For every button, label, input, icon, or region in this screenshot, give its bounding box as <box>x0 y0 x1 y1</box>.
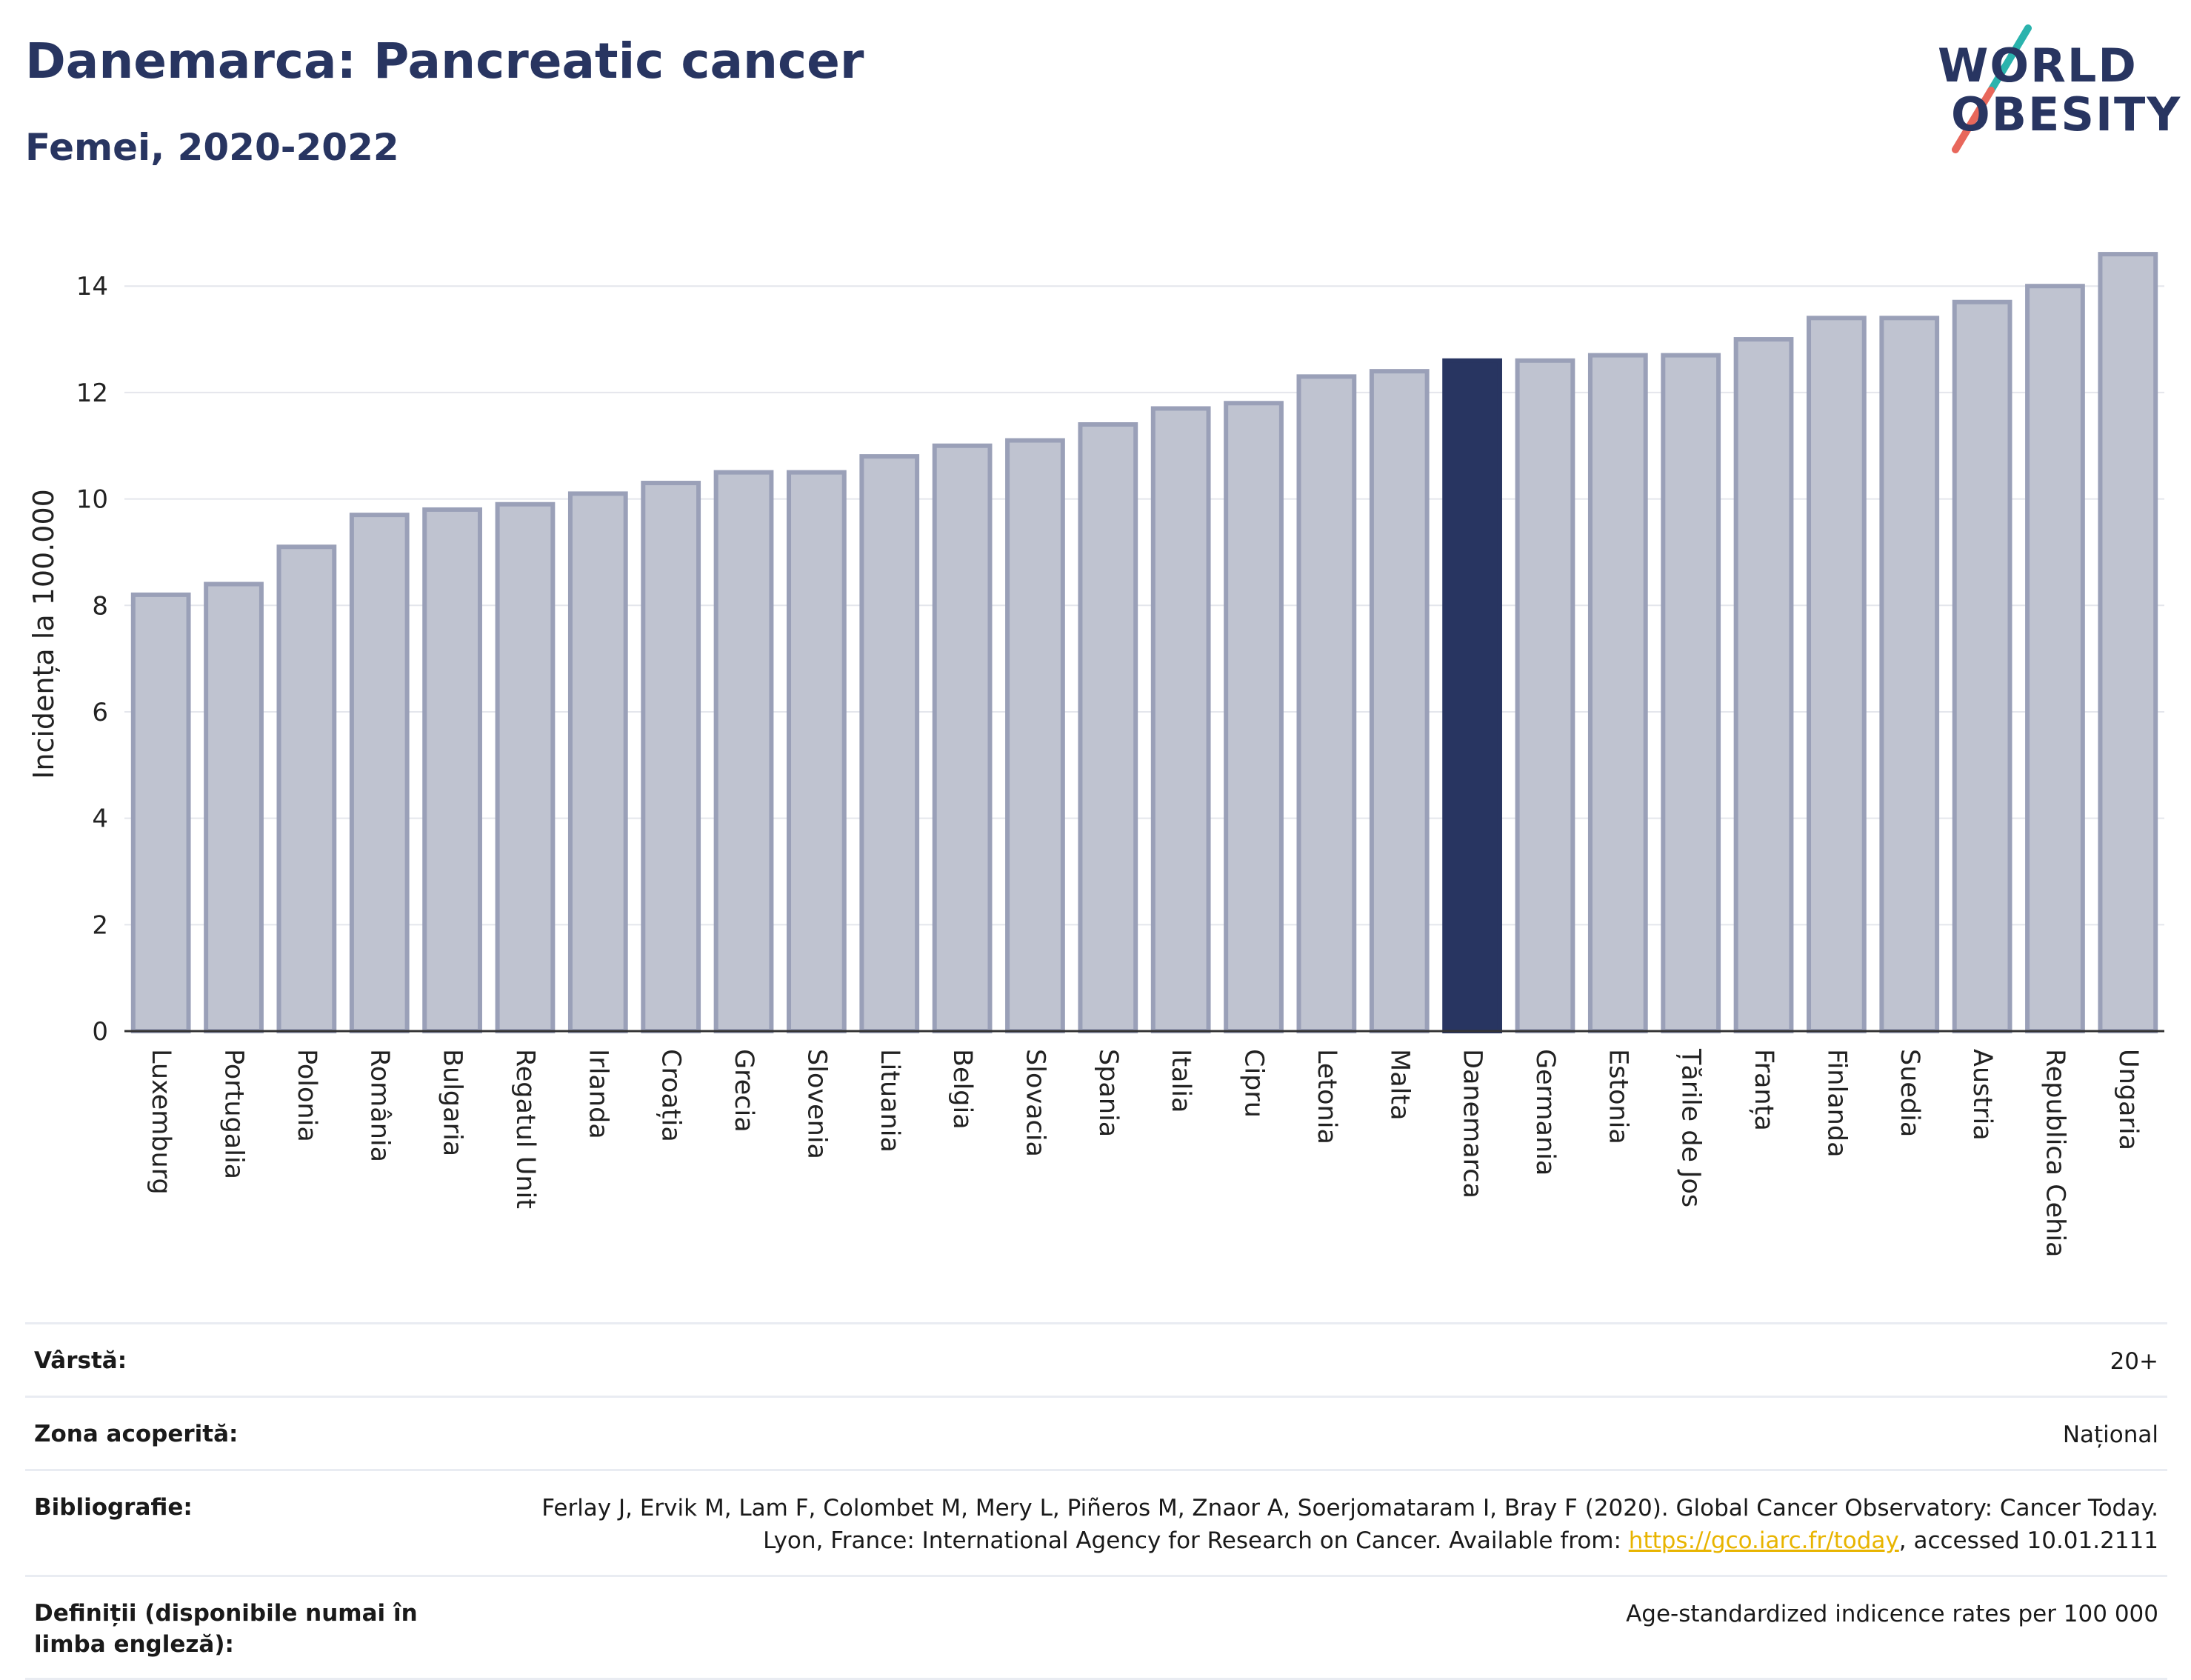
bar[interactable] <box>567 491 628 1033</box>
bar[interactable] <box>1078 422 1138 1033</box>
x-tick-label: Polonia <box>292 1049 321 1142</box>
y-tick-label: 2 <box>92 910 108 940</box>
metadata-table: Vârstă: 20+ Zona acoperită: Național Bib… <box>25 1322 2167 1680</box>
bar[interactable] <box>932 443 993 1033</box>
x-tick-label: Austria <box>1967 1049 1997 1141</box>
bar[interactable] <box>1296 374 1357 1033</box>
x-tick-label: Slovacia <box>1020 1049 1050 1157</box>
x-tick-label: Țările de Jos <box>1676 1048 1706 1207</box>
info-row-definitions: Definiții (disponibile numai în limba en… <box>25 1575 2167 1680</box>
bar[interactable] <box>2025 284 2085 1034</box>
y-tick-label: 8 <box>92 591 108 621</box>
bar[interactable] <box>1224 401 1284 1033</box>
x-tick-label: Grecia <box>729 1049 758 1133</box>
x-tick-label: Germania <box>1530 1049 1560 1176</box>
bibliography-label: Bibliografie: <box>25 1469 502 1576</box>
x-tick-label: Republica Cehia <box>2040 1049 2070 1258</box>
x-tick-label: Slovenia <box>801 1049 831 1159</box>
bar[interactable] <box>1733 337 1794 1034</box>
x-tick-label: Estonia <box>1603 1049 1633 1144</box>
bar[interactable] <box>276 544 337 1033</box>
info-row-bibliography: Bibliografie: Ferlay J, Ervik M, Lam F, … <box>25 1469 2167 1576</box>
bar[interactable] <box>1005 438 1065 1033</box>
logo-text-obesity: OBESITY <box>1951 87 2182 141</box>
x-tick-label: România <box>364 1049 394 1162</box>
info-row-age: Vârstă: 20+ <box>25 1322 2167 1397</box>
bar[interactable] <box>787 470 847 1033</box>
y-tick-label: 14 <box>76 272 108 301</box>
coverage-value: Național <box>502 1396 2167 1470</box>
bibliography-value: Ferlay J, Ervik M, Lam F, Colombet M, Me… <box>502 1469 2167 1576</box>
x-tick-label: Italia <box>1166 1049 1195 1113</box>
x-tick-label: Finlanda <box>1821 1049 1851 1158</box>
info-row-coverage: Zona acoperită: Național <box>25 1396 2167 1470</box>
bar[interactable] <box>2098 252 2158 1034</box>
bar[interactable] <box>713 470 774 1033</box>
bar[interactable] <box>1150 406 1211 1033</box>
definitions-label: Definiții (disponibile numai în limba en… <box>25 1575 502 1680</box>
bar[interactable] <box>1879 316 1940 1033</box>
bar[interactable] <box>1587 353 1648 1033</box>
y-tick-label: 4 <box>92 804 108 834</box>
world-obesity-logo[interactable]: WORLD OBESITY <box>1926 22 2182 156</box>
x-tick-label: Croația <box>656 1049 686 1142</box>
x-tick-label: Luxemburg <box>146 1049 176 1195</box>
y-axis-title: Incidența la 100.000 <box>27 489 60 779</box>
chart-subtitle: Femei, 2020-2022 <box>25 126 399 169</box>
x-tick-label: Irlanda <box>583 1049 613 1139</box>
bar[interactable] <box>1661 353 1721 1033</box>
x-tick-label: Portugalia <box>219 1049 249 1179</box>
age-value: 20+ <box>502 1322 2167 1397</box>
bibliography-accessed: , accessed 10.01.2111 <box>1898 1527 2158 1554</box>
bar-chart: 0 2 4 6 8 10 12 14 Incidența la 100.000 Luxemburg… <box>27 252 2164 1258</box>
x-tick-label: Belgia <box>947 1049 977 1130</box>
logo-text-world: WORLD <box>1938 39 2138 93</box>
x-tick-label: Cipru <box>1239 1049 1269 1118</box>
x-tick-label: Spania <box>1093 1049 1123 1137</box>
bar[interactable] <box>1807 316 1867 1033</box>
bar[interactable] <box>422 507 482 1033</box>
x-tick-label: Franța <box>1749 1049 1778 1131</box>
age-label: Vârstă: <box>25 1322 502 1397</box>
bibliography-text: Ferlay J, Ervik M, Lam F, Colombet M, Me… <box>541 1495 2158 1554</box>
chart-title: Danemarca: Pancreatic cancer <box>25 33 864 90</box>
logo-slash-icon <box>1952 24 2032 153</box>
bar[interactable] <box>130 592 191 1033</box>
bar[interactable] <box>1952 299 2012 1033</box>
y-tick-label: 6 <box>92 698 108 727</box>
bar[interactable] <box>204 581 264 1033</box>
x-tick-label: Malta <box>1384 1049 1414 1121</box>
x-tick-label: Regatul Unit <box>510 1049 540 1209</box>
bar[interactable] <box>1369 369 1430 1033</box>
bibliography-link[interactable]: https://gco.iarc.fr/today <box>1628 1527 1899 1554</box>
x-tick-label: Bulgaria <box>438 1049 467 1156</box>
bar[interactable] <box>641 481 701 1033</box>
bar[interactable] <box>495 501 556 1033</box>
bar[interactable] <box>349 513 410 1033</box>
y-tick-label: 10 <box>76 485 108 515</box>
definitions-value: Age-standardized indicence rates per 100… <box>502 1575 2167 1680</box>
x-tick-label: Letonia <box>1312 1049 1341 1144</box>
x-tick-label: Suedia <box>1895 1049 1924 1137</box>
x-tick-label: Ungaria <box>2113 1049 2143 1150</box>
y-tick-label: 12 <box>76 379 108 408</box>
bar[interactable] <box>859 454 920 1033</box>
y-tick-label: 0 <box>92 1017 108 1047</box>
bar[interactable] <box>1442 358 1502 1033</box>
bar[interactable] <box>1515 358 1575 1033</box>
x-tick-label: Danemarca <box>1458 1049 1487 1199</box>
coverage-label: Zona acoperită: <box>25 1396 502 1470</box>
x-tick-label: Lituania <box>875 1049 904 1153</box>
